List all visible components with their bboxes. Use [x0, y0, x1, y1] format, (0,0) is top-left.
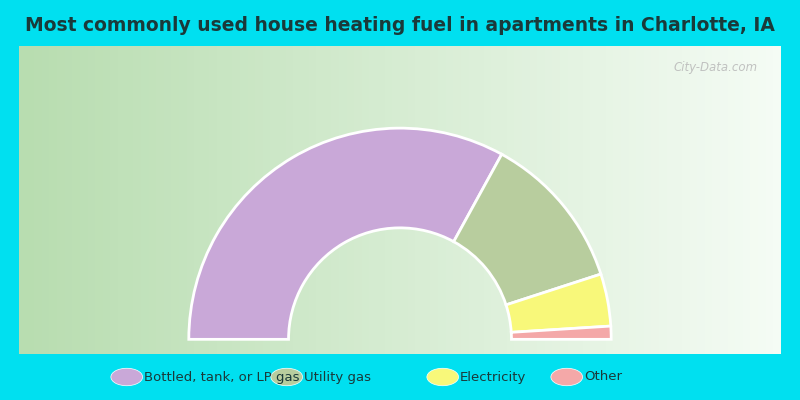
- Text: City-Data.com: City-Data.com: [674, 62, 758, 74]
- Wedge shape: [511, 326, 611, 339]
- Ellipse shape: [111, 368, 142, 386]
- Ellipse shape: [551, 368, 582, 386]
- Text: Utility gas: Utility gas: [304, 370, 371, 384]
- Ellipse shape: [271, 368, 302, 386]
- Wedge shape: [454, 154, 601, 305]
- Text: Bottled, tank, or LP gas: Bottled, tank, or LP gas: [144, 370, 299, 384]
- Ellipse shape: [427, 368, 458, 386]
- Text: Most commonly used house heating fuel in apartments in Charlotte, IA: Most commonly used house heating fuel in…: [25, 16, 775, 35]
- Wedge shape: [506, 274, 610, 332]
- Text: Electricity: Electricity: [460, 370, 526, 384]
- Text: Other: Other: [584, 370, 622, 384]
- Wedge shape: [189, 128, 502, 339]
